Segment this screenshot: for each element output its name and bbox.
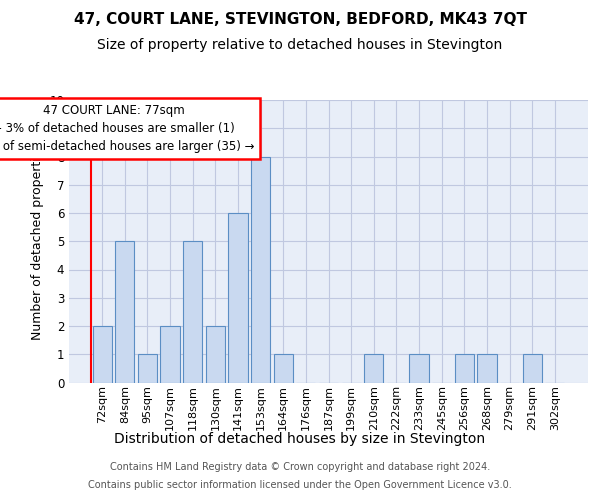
Text: Contains HM Land Registry data © Crown copyright and database right 2024.: Contains HM Land Registry data © Crown c… xyxy=(110,462,490,472)
Text: Contains public sector information licensed under the Open Government Licence v3: Contains public sector information licen… xyxy=(88,480,512,490)
Bar xyxy=(455,354,474,382)
Bar xyxy=(523,354,542,382)
Text: Size of property relative to detached houses in Stevington: Size of property relative to detached ho… xyxy=(97,38,503,52)
Bar xyxy=(274,354,293,382)
Bar xyxy=(115,242,134,382)
Y-axis label: Number of detached properties: Number of detached properties xyxy=(31,143,44,340)
Bar xyxy=(251,156,270,382)
Bar xyxy=(364,354,383,382)
Bar xyxy=(183,242,202,382)
Bar xyxy=(92,326,112,382)
Text: 47 COURT LANE: 77sqm
← 3% of detached houses are smaller (1)
97% of semi-detache: 47 COURT LANE: 77sqm ← 3% of detached ho… xyxy=(0,104,254,153)
Text: 47, COURT LANE, STEVINGTON, BEDFORD, MK43 7QT: 47, COURT LANE, STEVINGTON, BEDFORD, MK4… xyxy=(74,12,527,28)
Bar xyxy=(477,354,497,382)
Bar xyxy=(160,326,180,382)
Text: Distribution of detached houses by size in Stevington: Distribution of detached houses by size … xyxy=(115,432,485,446)
Bar xyxy=(138,354,157,382)
Bar xyxy=(206,326,225,382)
Bar xyxy=(229,213,248,382)
Bar xyxy=(409,354,428,382)
